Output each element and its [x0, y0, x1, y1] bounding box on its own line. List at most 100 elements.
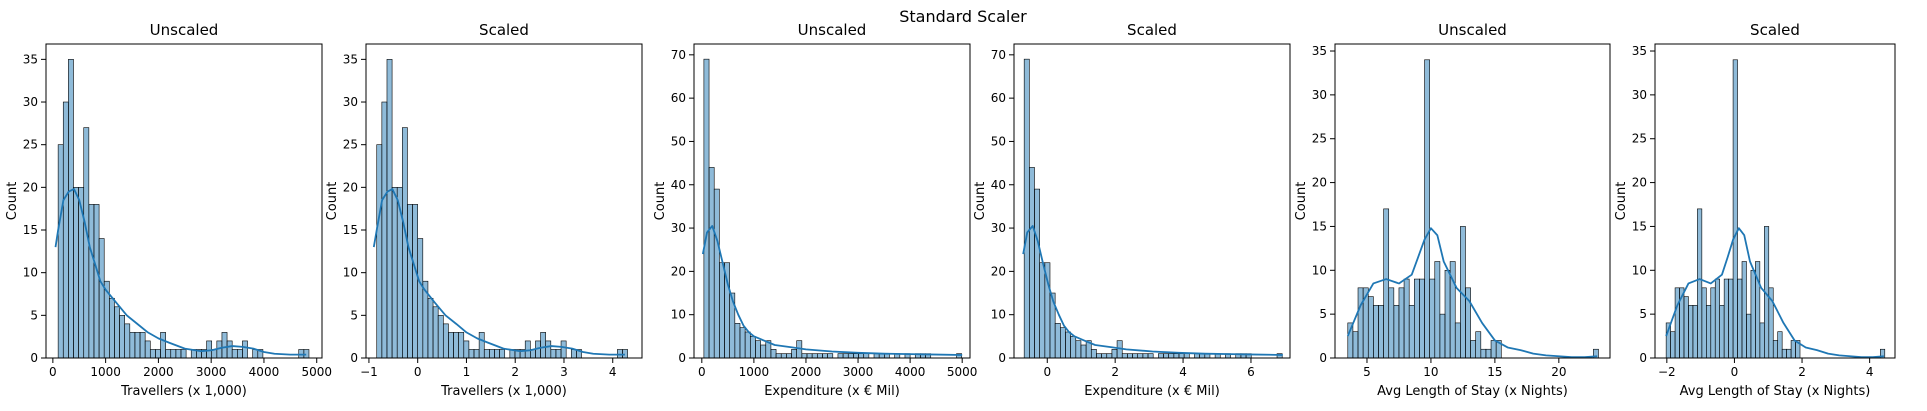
y-tick-label: 0 — [30, 351, 38, 365]
histogram-bar — [780, 353, 787, 359]
histogram-bar — [734, 323, 741, 359]
histogram-bar — [144, 340, 151, 359]
histogram-bar — [1439, 313, 1446, 359]
histogram-bar — [134, 332, 141, 359]
histogram-bar — [68, 59, 74, 359]
histogram-bar — [560, 340, 567, 359]
histogram-bar — [1701, 287, 1707, 359]
histogram-bar — [1741, 261, 1747, 359]
histogram-bar — [853, 353, 859, 359]
x-axis-label: Avg Length of Stay (x Nights) — [1377, 384, 1568, 399]
x-tick-label: 4 — [609, 365, 617, 379]
x-axis-label: Travellers (x 1,000) — [440, 384, 567, 399]
histogram-bar — [1383, 208, 1390, 359]
histogram-bar — [1388, 287, 1395, 359]
histogram-bar — [703, 58, 710, 359]
histogram-bar — [1683, 296, 1689, 359]
histogram-bar — [1429, 278, 1436, 359]
x-tick-label: 20 — [1551, 365, 1566, 379]
histogram-bar — [432, 306, 439, 359]
histogram-bar — [478, 332, 485, 359]
histogram-bar — [1485, 348, 1492, 359]
y-tick-label: 20 — [991, 264, 1006, 278]
histogram-bar — [1398, 287, 1405, 359]
histogram-bar — [1710, 287, 1716, 359]
histogram-bar — [1147, 353, 1154, 359]
chart-panel-1: 0 1000 2000 3000 4000 5000 0 5 10 15 20 25 30 35 Unsca… — [5, 21, 332, 399]
x-tick-label: 2 — [511, 365, 519, 379]
histogram-bar — [242, 340, 248, 359]
x-axis-label: Avg Length of Stay (x Nights) — [1680, 384, 1871, 399]
histogram-bar — [1054, 323, 1061, 359]
histogram-bar — [1101, 353, 1108, 359]
histogram-bar — [1137, 353, 1144, 359]
y-tick-label: 10 — [671, 308, 686, 322]
x-tick-label: 3000 — [196, 365, 227, 379]
histogram-bar — [1674, 287, 1680, 359]
histogram-bar — [1746, 313, 1752, 359]
y-tick-label: 30 — [991, 221, 1006, 235]
y-tick-label: 40 — [991, 178, 1006, 192]
histogram-bar — [155, 349, 161, 359]
histogram-bar — [739, 327, 746, 359]
histogram-bar — [180, 349, 187, 359]
histogram-bar — [713, 188, 720, 359]
y-tick-label: 35 — [1312, 44, 1327, 58]
histogram-bar — [114, 306, 120, 359]
y-tick-label: 15 — [343, 223, 358, 237]
histogram-bar — [1728, 278, 1734, 359]
y-tick-label: 30 — [343, 95, 358, 109]
histogram-bar — [483, 349, 490, 359]
histogram-bar — [494, 349, 500, 359]
histogram-bar — [448, 332, 454, 359]
histogram-bar — [1480, 348, 1487, 359]
y-tick-label: 10 — [23, 266, 38, 280]
y-axis-label: Count — [1614, 182, 1629, 221]
histogram-bar — [1714, 278, 1720, 359]
x-tick-label: 4000 — [895, 365, 926, 379]
histogram-bar — [1692, 305, 1698, 359]
histogram-bar — [489, 349, 495, 359]
histogram-bar — [93, 204, 100, 359]
chart-panel-6: −2 0 2 4 0 5 10 15 20 25 30 35 Scaled Avg Length of S… — [1614, 21, 1896, 399]
kde-line — [701, 224, 963, 356]
histogram-bar — [801, 353, 808, 359]
y-tick-label: 50 — [671, 134, 686, 148]
x-tick-label: 3 — [560, 365, 568, 379]
x-tick-label: 1 — [463, 365, 471, 379]
histogram-bar — [88, 204, 95, 359]
histogram-bar — [708, 167, 715, 359]
histogram-bar — [1096, 353, 1102, 359]
histogram-bar — [1759, 322, 1765, 359]
histogram-bar — [1034, 188, 1040, 359]
chart-panel-5: 5 10 15 20 0 5 10 15 20 25 30 35 Unscaled Avg Length … — [1294, 21, 1611, 399]
histogram-bar — [1719, 305, 1725, 359]
histogram-bar — [1352, 331, 1359, 359]
axes-frame — [365, 43, 643, 359]
kde-line — [1665, 227, 1884, 359]
histogram-bar — [719, 262, 725, 359]
axes-frame — [1654, 43, 1896, 359]
chart-title: Scaled — [1750, 21, 1800, 39]
x-axis-label: Expenditure (x € Mil) — [764, 384, 900, 399]
histogram-bar — [1454, 322, 1461, 359]
histogram-bar — [1688, 305, 1694, 359]
histogram-bar — [1111, 349, 1118, 359]
axes-frame — [1334, 43, 1611, 359]
x-tick-label: 4 — [1179, 365, 1187, 379]
y-tick-label: 40 — [671, 178, 686, 192]
y-tick-label: 15 — [1632, 219, 1647, 233]
histogram-bar — [545, 340, 552, 359]
y-axis-label: Count — [1294, 182, 1309, 221]
histogram-bar — [1373, 305, 1379, 359]
histogram-bar — [221, 332, 228, 359]
histogram-bar — [858, 353, 865, 359]
histogram-bar — [540, 332, 546, 359]
histogram-bar — [226, 340, 233, 359]
histogram-bar — [1168, 353, 1175, 359]
y-tick-label: 60 — [991, 91, 1006, 105]
histogram-bar — [129, 332, 136, 359]
chart-title: Unscaled — [1438, 21, 1507, 39]
x-axis-label: Travellers (x 1,000) — [120, 384, 247, 399]
